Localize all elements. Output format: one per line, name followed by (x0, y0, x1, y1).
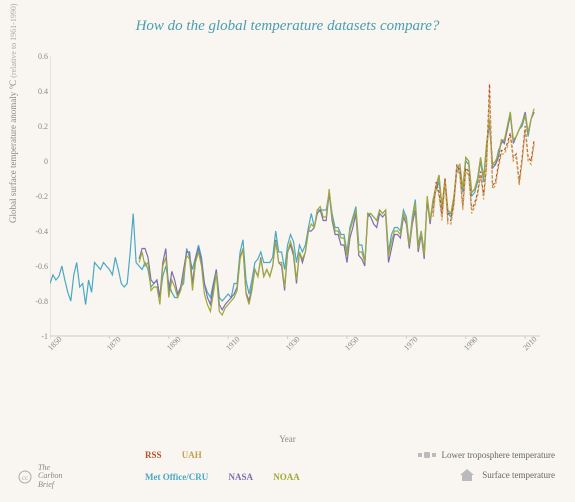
series-nasa (139, 112, 534, 310)
legend-noaa: NOAA (273, 472, 300, 482)
series-met_office (50, 112, 534, 305)
y-tick-label: -1 (30, 332, 48, 341)
legend-met-office: Met Office/CRU (145, 472, 208, 482)
y-tick-label: 0.6 (30, 52, 48, 61)
series-rss (433, 84, 534, 221)
legend-lower-troposphere: Lower troposphere temperature (418, 448, 555, 462)
chart-area: Global surface temperature anomaly °C (r… (0, 43, 575, 403)
satellite-icon (418, 448, 436, 462)
legend-surface: Surface temperature (458, 468, 555, 482)
line-chart (50, 51, 550, 361)
legend-nasa: NASA (228, 472, 253, 482)
svg-text:cc: cc (22, 474, 28, 482)
y-tick-label: -0.2 (30, 192, 48, 201)
series-noaa (139, 109, 534, 316)
y-tick-label: -0.8 (30, 297, 48, 306)
cc-icon: cc (18, 470, 32, 484)
legend-uah: UAH (182, 450, 202, 460)
y-tick-label: -0.6 (30, 262, 48, 271)
y-tick-label: 0 (30, 157, 48, 166)
chart-title: How do the global temperature datasets c… (0, 0, 575, 43)
house-icon (458, 468, 476, 482)
y-axis-label: Global surface temperature anomaly °C (r… (8, 4, 18, 224)
attribution: cc The Carbon Brief (18, 464, 62, 490)
legend: RSS UAH Met Office/CRU NASA NOAA Lower t… (0, 446, 575, 494)
y-tick-label: -0.4 (30, 227, 48, 236)
y-tick-label: 0.2 (30, 122, 48, 131)
series-uah (433, 98, 534, 224)
y-tick-label: 0.4 (30, 87, 48, 96)
x-axis-label: Year (0, 434, 575, 444)
legend-rss: RSS (145, 450, 162, 460)
